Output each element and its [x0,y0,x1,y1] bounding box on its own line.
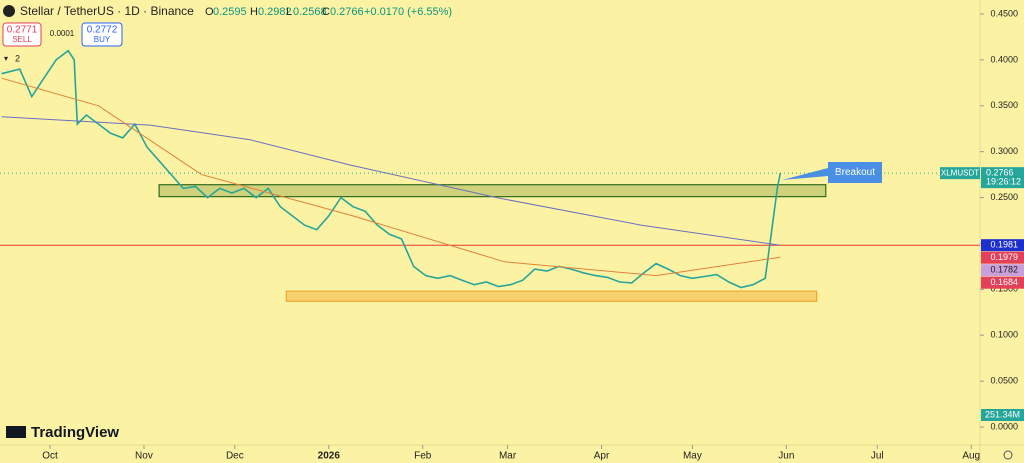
last-price-text: 0.2766 [986,168,1014,178]
buy-button[interactable] [81,22,123,47]
x-tick-label: Feb [414,451,432,462]
price-tag [981,239,1024,252]
volume-tag-text: 251.34M [985,409,1020,419]
settings-icon[interactable] [1003,450,1013,460]
price-tag-text: 0.1981 [990,240,1018,250]
symbol-logo [3,5,15,17]
sell-price: 0.2771 [7,25,38,36]
x-tick-label: May [683,451,702,462]
y-tick-label: 0.3000 [990,146,1018,156]
symbol-tag-text: XLMUSDT [941,168,979,177]
x-tick-label: Jul [871,451,884,462]
y-tick-label: 0.0500 [990,375,1018,385]
x-tick-label: Dec [226,451,244,462]
spread: 0.0001 [50,29,75,38]
y-tick-label: 0.3500 [990,100,1018,110]
y-tick-label: 0.1000 [990,330,1018,340]
x-tick-label: Aug [962,451,980,462]
ohlc-label: C [322,6,330,18]
chart-title: Stellar / TetherUS · 1D · Binance [20,4,194,18]
price-line [1,49,782,289]
ohlc-label: L [286,6,292,18]
x-tick-label: Mar [499,451,517,462]
ohlc-label: O [205,6,214,18]
ohlc-value: 0.2595 [213,6,247,18]
x-tick-label: Jun [778,451,794,462]
brand-logo [6,426,26,438]
price-line [1,77,781,277]
price-tag [981,264,1024,277]
price-tag [981,276,1024,289]
volume-tag [981,409,1024,421]
countdown-text: 19:26:12 [986,177,1021,187]
symbol-tag [940,167,980,180]
x-tick-label: Apr [594,451,610,462]
price-line [1,116,781,246]
price-tag-text: 0.1979 [990,252,1018,262]
price-tag [981,251,1024,264]
ohlc-change: +0.0170 (+6.55%) [364,6,452,18]
y-tick-label: 0.4500 [990,8,1018,18]
buy-price: 0.2772 [87,25,118,36]
ohlc-label: H [250,6,258,18]
ohlc-value: 0.2982 [258,6,292,18]
zone [285,290,818,302]
x-tick-label: Nov [135,451,153,462]
brand-name: TradingView [31,424,119,441]
y-tick-label: 0.4000 [990,54,1018,64]
sell-button[interactable] [2,22,42,47]
ohlc-value: 0.2766 [330,6,364,18]
price-tag-text: 0.1684 [990,277,1018,287]
annotation-callout [782,162,882,183]
ohlc-value: 0.2568 [293,6,327,18]
x-tick-label: Oct [42,451,58,462]
indicator-count: 2 [15,53,20,63]
buy-label: BUY [94,35,111,44]
last-price-tag [981,167,1024,189]
y-tick-label: 0.1500 [990,284,1018,294]
price-tag-text: 0.1782 [990,265,1018,275]
sell-label: SELL [12,35,32,44]
x-tick-label: 2026 [318,451,341,462]
y-tick-label: 0.0000 [990,421,1018,431]
indicator-toggle[interactable]: ▾ [4,54,8,63]
y-tick-label: 0.2500 [990,192,1018,202]
annotation-text: Breakout [835,167,875,178]
